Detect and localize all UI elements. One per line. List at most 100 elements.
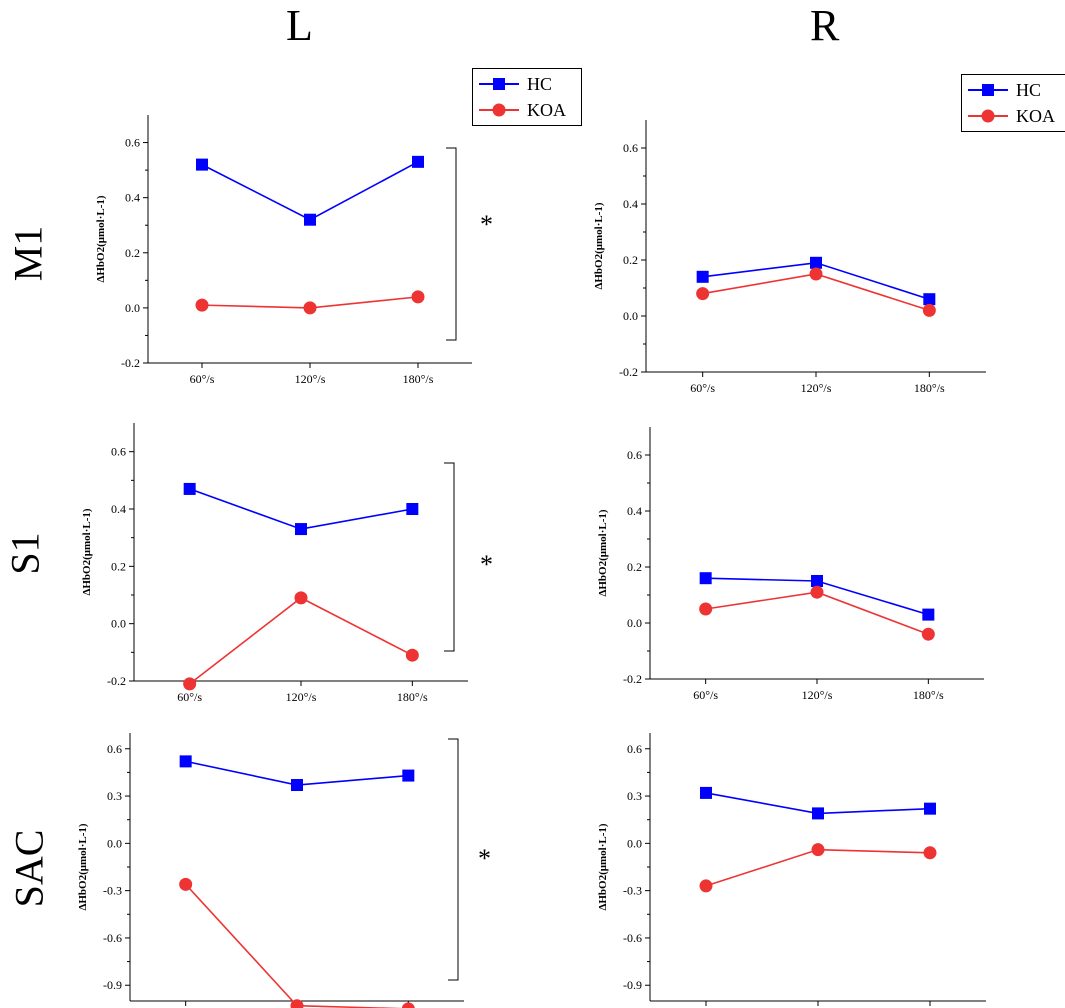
hc-data-point	[412, 155, 424, 168]
x-tick-label: 120°/s	[802, 688, 833, 702]
y-tick-label: -0.2	[619, 365, 638, 379]
hc-data-point	[295, 523, 307, 536]
hc-data-point	[699, 572, 712, 585]
significance-star: *	[478, 844, 491, 873]
koa-data-point	[303, 301, 317, 315]
significance-bracket	[448, 738, 459, 981]
x-tick-label: 60°/s	[190, 372, 215, 386]
y-tick-label: 0.0	[125, 301, 140, 315]
koa-data-point	[696, 287, 710, 301]
chart-panel-s1-left: -0.2 0.0 0.2 0.4 0.6 60°/s 120°/s 180°/s ΔHbO2(μ…	[81, 423, 493, 704]
koa-series-line	[189, 596, 413, 685]
y-axis-label: ΔHbO2(μmol·L-1)	[597, 509, 609, 596]
legend-left: HC KOA	[472, 68, 582, 126]
y-tick-label: 0.6	[627, 448, 642, 462]
hc-data-point	[183, 482, 196, 495]
koa-data-point	[811, 843, 825, 857]
column-header-right: R	[810, 1, 840, 50]
legend-item-hc: HC	[477, 71, 577, 97]
y-tick-label: 0.6	[111, 445, 126, 459]
legend-label-hc: HC	[527, 73, 553, 94]
y-axis-label: ΔHbO2(μmol·L-1)	[597, 823, 609, 910]
koa-data-point	[699, 602, 713, 616]
y-tick-label: 0.0	[107, 836, 122, 850]
chart-panel-m1-right: -0.2 0.0 0.2 0.4 0.6 60°/s 120°/s 180°/s ΔHbO2(μ…	[593, 120, 986, 395]
hc-data-point	[696, 270, 709, 283]
x-tick-label: 120°/s	[801, 381, 832, 395]
y-tick-label: 0.0	[627, 616, 642, 630]
legend-marker-hc	[479, 78, 519, 90]
row-header-m1: M1	[5, 225, 51, 282]
significance-bracket	[446, 147, 457, 341]
x-tick-label: 60°/s	[693, 688, 718, 702]
x-tick-label: 120°/s	[295, 372, 326, 386]
x-tick-label: 60°/s	[177, 690, 202, 704]
hc-data-point	[923, 293, 936, 306]
y-tick-label: -0.2	[121, 356, 140, 370]
chart-panel-sac-left: -0.9-0.6-0.30.00.30.660°/s120°/s180°/sΔH…	[77, 733, 491, 1008]
x-tick-label: 60°/s	[690, 381, 715, 395]
koa-data-point	[290, 999, 304, 1008]
y-tick-label: -0.9	[623, 978, 642, 992]
y-tick-label: 0.6	[107, 742, 122, 756]
y-tick-label: 0.3	[627, 789, 642, 803]
y-tick-label: 0.3	[107, 789, 122, 803]
hc-data-point	[406, 503, 419, 515]
y-axis-label: ΔHbO2(μmol·L-1)	[593, 202, 605, 289]
x-tick-label: 120°/s	[286, 690, 317, 704]
row-header-sac: SAC	[6, 829, 52, 908]
y-tick-label: 0.4	[125, 191, 140, 205]
y-tick-label: 0.2	[111, 559, 126, 573]
significance-bracket	[444, 462, 455, 652]
y-tick-label: -0.3	[623, 884, 642, 898]
y-tick-label: 0.4	[111, 502, 126, 516]
koa-series-line	[185, 883, 406, 1008]
hc-data-point	[810, 256, 822, 269]
y-tick-label: 0.2	[125, 246, 140, 260]
x-tick-label: 180°/s	[913, 688, 944, 702]
hc-data-point	[812, 807, 824, 820]
y-tick-label: -0.6	[103, 931, 122, 945]
hc-series-line	[201, 161, 419, 221]
legend-right: HC KOA	[961, 74, 1065, 132]
y-axis-label: ΔHbO2(μmol·L-1)	[77, 823, 89, 910]
x-tick-label: 180°/s	[914, 381, 945, 395]
y-tick-label: 0.2	[623, 253, 638, 267]
y-tick-label: 0.0	[111, 617, 126, 631]
koa-data-point	[922, 303, 936, 317]
koa-data-point	[179, 877, 193, 891]
y-axis-label: ΔHbO2(μmol·L-1)	[81, 508, 93, 595]
koa-data-point	[405, 648, 419, 662]
koa-data-point	[809, 267, 823, 281]
y-tick-label: 0.0	[623, 309, 638, 323]
legend-marker-hc	[968, 84, 1008, 96]
y-tick-label: -0.9	[103, 978, 122, 992]
significance-star: *	[480, 550, 493, 579]
y-tick-label: 0.4	[627, 504, 642, 518]
koa-data-point	[923, 846, 937, 860]
row-header-s1: S1	[2, 532, 48, 575]
legend-label-koa: KOA	[1016, 105, 1055, 126]
y-tick-label: 0.2	[627, 560, 642, 574]
y-tick-label: -0.3	[103, 884, 122, 898]
koa-data-point	[699, 879, 713, 893]
hc-data-point	[304, 213, 316, 226]
y-tick-label: 0.6	[623, 141, 638, 155]
koa-data-point	[411, 290, 425, 304]
significance-star: *	[480, 210, 493, 239]
koa-data-point	[921, 627, 935, 641]
hc-data-point	[924, 802, 936, 815]
y-tick-label: -0.2	[107, 674, 126, 688]
hc-data-point	[402, 769, 415, 782]
legend-marker-koa	[479, 103, 519, 117]
legend-item-hc: HC	[966, 77, 1062, 103]
y-axis-label: ΔHbO2(μmol·L-1)	[95, 195, 107, 282]
hc-series-line	[189, 488, 413, 530]
koa-data-point	[294, 591, 308, 605]
y-tick-label: 0.6	[627, 742, 642, 756]
x-tick-label: 180°/s	[397, 690, 428, 704]
y-tick-label: 0.4	[623, 197, 638, 211]
y-tick-label: -0.6	[623, 931, 642, 945]
legend-item-koa: KOA	[477, 97, 577, 123]
